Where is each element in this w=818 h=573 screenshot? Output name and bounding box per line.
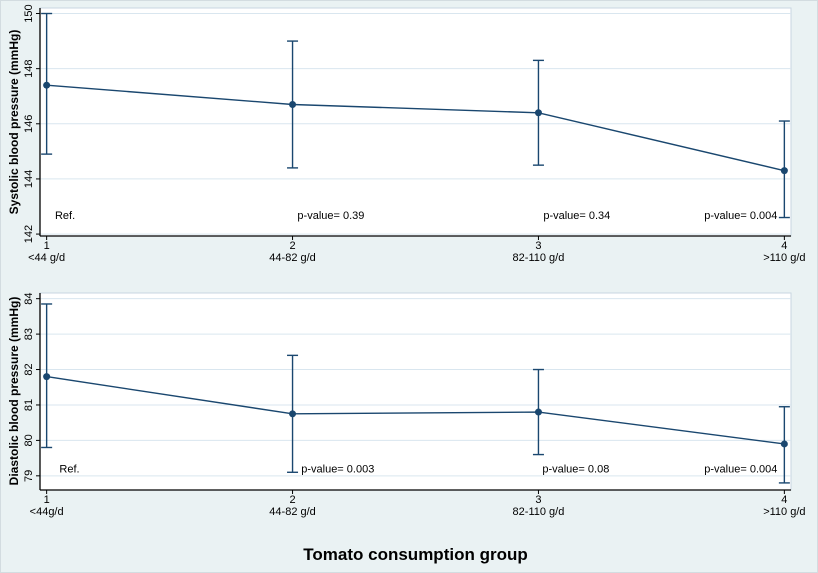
x-tick-sublabel: 82-110 g/d xyxy=(513,506,565,518)
p-value-label: p-value= 0.004 xyxy=(704,464,777,476)
ref-label: Ref. xyxy=(59,464,79,476)
data-point xyxy=(780,167,788,175)
x-tick-sublabel: <44 g/d xyxy=(28,252,65,264)
y-tick-label: 84 xyxy=(23,293,35,305)
x-tick-sublabel: >110 g/d xyxy=(763,252,805,264)
x-tick-sublabel: 82-110 g/d xyxy=(513,252,565,264)
y-tick-label: 81 xyxy=(23,399,35,411)
data-point xyxy=(43,81,51,89)
p-value-label: p-value= 0.003 xyxy=(301,464,374,476)
x-tick-label: 1 xyxy=(44,240,50,252)
systolic-y-axis-title: Systolic blood pressure (mmHg) xyxy=(7,29,21,215)
x-tick-label: 1 xyxy=(44,494,50,506)
x-tick-label: 4 xyxy=(781,240,787,252)
x-tick-sublabel: <44g/d xyxy=(30,506,64,518)
data-point xyxy=(534,408,542,416)
x-tick-sublabel: >110 g/d xyxy=(763,506,805,518)
y-tick-label: 142 xyxy=(23,225,35,243)
x-tick-label: 2 xyxy=(289,494,295,506)
data-point xyxy=(780,440,788,448)
x-tick-sublabel: 44-82 g/d xyxy=(269,506,315,518)
systolic-panel: 142 144 146 148 150 1<44 g/d 244-82 g/d 382-110… xyxy=(23,4,806,264)
x-tick-label: 3 xyxy=(535,240,541,252)
data-point xyxy=(534,109,542,117)
y-tick-label: 83 xyxy=(23,328,35,340)
y-tick-label: 150 xyxy=(23,4,35,22)
plot-area xyxy=(39,7,792,237)
diastolic-y-axis-title: Diastolic blood pressure (mmHg) xyxy=(7,296,21,486)
x-tick-label: 3 xyxy=(535,494,541,506)
x-tick-label: 2 xyxy=(289,240,295,252)
x-tick-sublabel: 44-82 g/d xyxy=(269,252,315,264)
x-tick-label: 4 xyxy=(781,494,787,506)
y-tick-label: 144 xyxy=(23,170,35,188)
p-value-label: p-value= 0.08 xyxy=(542,464,609,476)
ref-label: Ref. xyxy=(55,210,75,222)
y-tick-label: 82 xyxy=(23,363,35,375)
y-tick-label: 146 xyxy=(23,115,35,133)
data-point xyxy=(43,373,51,381)
x-axis-title: Tomato consumption group xyxy=(303,545,528,564)
y-tick-label: 80 xyxy=(23,434,35,446)
y-tick-label: 148 xyxy=(23,59,35,77)
y-tick-label: 79 xyxy=(23,470,35,482)
data-point xyxy=(289,410,297,418)
series-line xyxy=(46,84,785,172)
p-value-label: p-value= 0.004 xyxy=(704,210,777,222)
diastolic-panel: 79 80 81 82 83 84 1<44g/d 244-82 g/d 382-110 g/d… xyxy=(23,292,806,518)
p-value-label: p-value= 0.39 xyxy=(297,210,364,222)
plot-area xyxy=(39,292,792,491)
series-line xyxy=(46,375,785,445)
data-point xyxy=(289,100,297,108)
p-value-label: p-value= 0.34 xyxy=(543,210,610,222)
